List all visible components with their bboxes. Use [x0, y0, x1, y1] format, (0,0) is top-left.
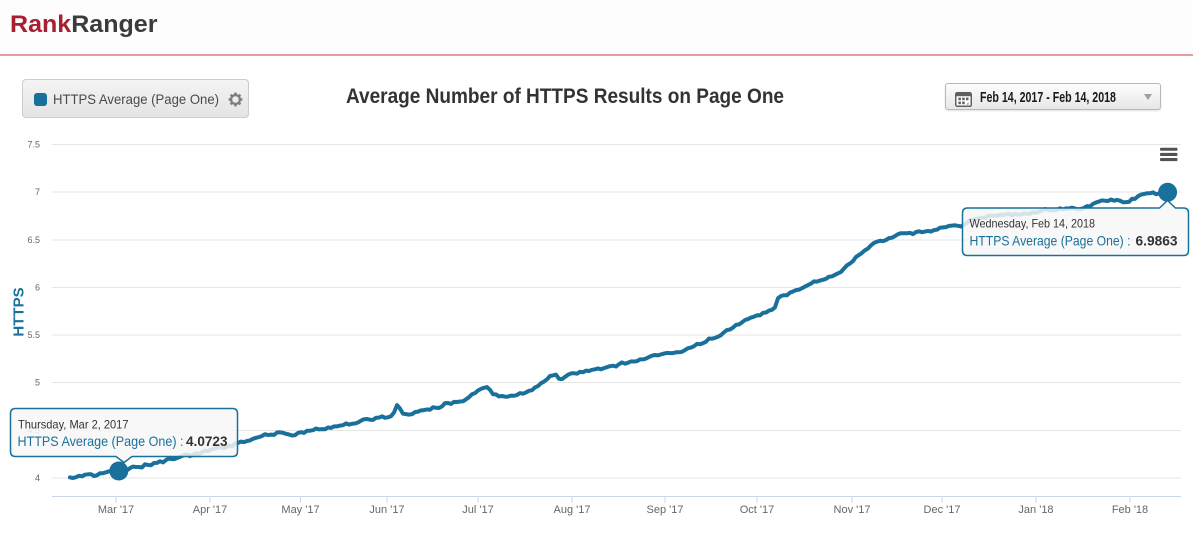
svg-text:Oct '17: Oct '17: [740, 504, 775, 516]
svg-text:Jul '17: Jul '17: [462, 504, 493, 516]
svg-text:HTTPS Average (Page One) :: HTTPS Average (Page One) :: [18, 433, 184, 449]
svg-text:7.5: 7.5: [27, 139, 40, 149]
svg-text:Nov '17: Nov '17: [834, 504, 871, 516]
svg-text:Aug '17: Aug '17: [554, 504, 591, 516]
svg-text:HTTPS Average (Page One) :: HTTPS Average (Page One) :: [970, 233, 1131, 249]
svg-text:Dec '17: Dec '17: [924, 504, 961, 516]
svg-text:5: 5: [35, 378, 40, 388]
svg-text:Wednesday, Feb 14, 2018: Wednesday, Feb 14, 2018: [970, 217, 1096, 231]
svg-text:HTTPS: HTTPS: [11, 287, 28, 336]
svg-text:4: 4: [35, 473, 40, 483]
svg-text:6.5: 6.5: [27, 235, 40, 245]
svg-text:Apr '17: Apr '17: [193, 504, 228, 516]
svg-text:Sep '17: Sep '17: [647, 504, 684, 516]
svg-text:6.9863: 6.9863: [1136, 233, 1178, 249]
svg-text:6: 6: [35, 282, 40, 292]
svg-text:May '17: May '17: [281, 504, 319, 516]
svg-text:7: 7: [35, 187, 40, 197]
svg-text:Jun '17: Jun '17: [369, 504, 404, 516]
svg-text:Thursday, Mar 2, 2017: Thursday, Mar 2, 2017: [18, 418, 129, 432]
svg-text:4.0723: 4.0723: [186, 433, 228, 449]
svg-text:Feb '18: Feb '18: [1112, 504, 1148, 516]
svg-text:Jan '18: Jan '18: [1018, 504, 1053, 516]
svg-text:5.5: 5.5: [27, 330, 40, 340]
svg-text:Mar '17: Mar '17: [98, 504, 134, 516]
